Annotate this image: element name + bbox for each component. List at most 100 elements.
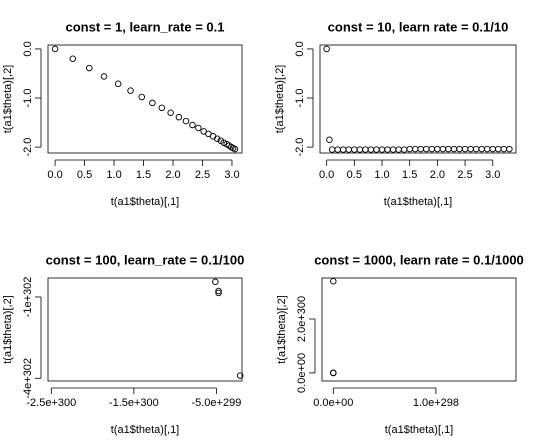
point (389, 146, 397, 153)
point (428, 145, 436, 153)
point (461, 145, 469, 153)
x-axis-label: t(a1$theta)[,1] (384, 196, 453, 208)
y-tick-label: -2.0 (22, 138, 34, 157)
point (127, 87, 134, 94)
x-tick-label: 1.0 (374, 169, 389, 181)
point (467, 145, 474, 153)
point (439, 145, 447, 153)
point (356, 146, 364, 153)
plot-box (47, 277, 243, 382)
point (231, 145, 239, 153)
y-tick-label: 0.0e+00 (296, 353, 308, 393)
plot-box (321, 277, 517, 382)
point (189, 121, 196, 129)
x-tick-label: 0.0 (319, 169, 334, 181)
plot-box (47, 44, 243, 154)
point (334, 146, 341, 153)
x-axis-label: t(a1$theta)[,1] (111, 424, 180, 436)
y-axis-label: t(a1$theta)[,2] (276, 295, 288, 364)
x-tick-label: 3.0 (224, 169, 239, 181)
point (495, 145, 502, 153)
x-tick-label: 2.5 (457, 169, 472, 181)
point (378, 146, 386, 153)
x-axis-label: t(a1$theta)[,1] (385, 424, 454, 436)
chart-title: const = 10, learn rate = 0.1/10 (328, 19, 509, 34)
x-tick-label: 0.0e+00 (313, 397, 353, 409)
x-tick-label: 2.0 (430, 169, 445, 181)
point (373, 146, 380, 153)
point (236, 372, 244, 379)
point (472, 145, 480, 153)
point (489, 145, 496, 153)
point (215, 289, 222, 297)
chart-title: const = 1, learn_rate = 0.1 (66, 19, 225, 34)
y-axis-label: t(a1$theta)[,2] (2, 65, 14, 134)
chart-title: const = 1000, learn rate = 0.1/1000 (314, 252, 524, 267)
y-tick-label: -4e+302 (22, 358, 34, 399)
point (411, 145, 419, 153)
x-tick-label: 1.0e+298 (413, 397, 459, 409)
point (69, 55, 77, 62)
point (450, 145, 458, 153)
point (423, 145, 430, 153)
x-tick-label: -2.5e+300 (26, 397, 76, 409)
point (330, 369, 337, 377)
x-tick-label: 0.5 (347, 169, 362, 181)
plot-box (319, 44, 517, 154)
point (138, 93, 146, 101)
y-tick-label: -1e+302 (22, 277, 34, 318)
x-tick-label: -1.5e+300 (109, 397, 159, 409)
y-tick-label: -2.0 (294, 138, 306, 157)
point (395, 146, 402, 153)
point (100, 73, 108, 80)
point (500, 145, 508, 153)
point (483, 145, 491, 153)
point (367, 146, 375, 153)
y-tick-label: -1.0 (294, 89, 306, 108)
y-tick-label: -1.0 (22, 89, 34, 108)
x-tick-label: 1.5 (136, 169, 151, 181)
point (345, 146, 353, 153)
point (384, 146, 391, 153)
y-axis-label: t(a1$theta)[,2] (274, 65, 286, 134)
x-tick-label: -5.0e+299 (191, 397, 241, 409)
point (362, 146, 369, 153)
x-tick-label: 0.5 (77, 169, 92, 181)
x-tick-label: 2.0 (165, 169, 180, 181)
x-tick-label: 1.0 (106, 169, 121, 181)
point (506, 145, 513, 153)
point (400, 146, 408, 153)
x-tick-label: 2.5 (195, 169, 210, 181)
point (326, 136, 333, 143)
point (330, 277, 337, 285)
chart-title: const = 100, learn_rate = 0.1/100 (46, 252, 245, 267)
point (51, 45, 59, 53)
point (340, 146, 347, 153)
x-axis-label: t(a1$theta)[,1] (111, 196, 180, 208)
point (478, 145, 485, 153)
point (212, 278, 219, 286)
y-tick-label: 0.0 (22, 41, 34, 56)
point (158, 104, 166, 112)
point (182, 117, 190, 125)
point (445, 145, 452, 153)
x-tick-label: 3.0 (485, 169, 500, 181)
point (417, 145, 425, 153)
y-axis-label: t(a1$theta)[,2] (2, 295, 14, 364)
point (167, 109, 174, 116)
point (195, 124, 202, 132)
x-tick-label: 0.0 (47, 169, 62, 181)
y-tick-label: 0.0 (294, 41, 306, 56)
y-tick-label: 2.0e+300 (296, 296, 308, 342)
point (213, 135, 221, 143)
point (114, 80, 122, 88)
point (406, 145, 413, 153)
point (86, 64, 93, 72)
x-tick-label: 1.5 (402, 169, 417, 181)
point (215, 287, 222, 295)
point (328, 146, 336, 153)
point (175, 113, 183, 121)
point (434, 145, 441, 153)
point (209, 133, 217, 140)
